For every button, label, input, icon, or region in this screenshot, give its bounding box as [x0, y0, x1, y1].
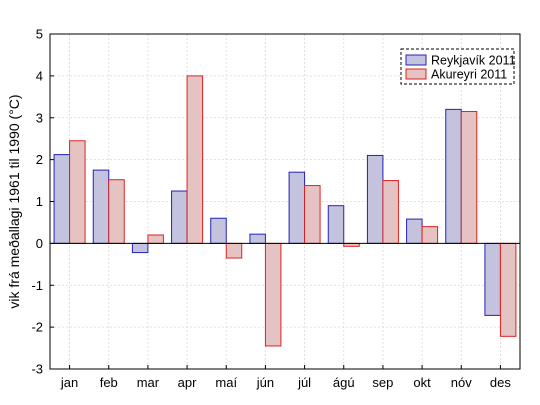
bar-reykjavik-mar [131, 242, 149, 254]
bar-akureyri-apr [186, 75, 204, 244]
bar-reykjavik-feb [92, 169, 110, 244]
bar-akureyri-jún [264, 242, 282, 347]
bar-reykjavik-jún [249, 233, 266, 244]
x-tick-label: júl [297, 375, 311, 390]
x-tick-label: des [490, 375, 511, 390]
x-tick-label: nóv [451, 375, 472, 390]
bar-reykjavik-jan [53, 154, 71, 244]
y-axis-label: vik frá meðallagi 1961 til 1990 (°C) [6, 94, 22, 308]
y-tick-label: 4 [36, 68, 43, 83]
bar-akureyri-jan [69, 140, 86, 244]
x-tick-label: mar [137, 375, 160, 390]
y-tick-label: 3 [36, 110, 43, 125]
x-tick-label: okt [413, 375, 431, 390]
legend-label: Reykjavík 2011 [431, 54, 516, 68]
legend-swatch [405, 54, 427, 66]
bar-akureyri-feb [108, 179, 125, 244]
bar-reykjavik-okt [406, 218, 423, 244]
x-tick-label: feb [100, 375, 118, 390]
y-tick-label: -3 [31, 362, 43, 377]
bar-akureyri-júl [304, 185, 321, 244]
bar-reykjavik-ágú [327, 205, 345, 244]
y-tick-label: -2 [31, 320, 43, 335]
bar-akureyri-nóv [460, 110, 478, 244]
bar-reykjavik-apr [171, 190, 188, 244]
legend-label: Akureyri 2011 [431, 68, 507, 82]
x-tick-label: apr [178, 375, 197, 390]
bar-akureyri-des [499, 242, 517, 337]
bar-akureyri-maí [225, 242, 243, 259]
y-axis: -3 -2 -1 0 1 2 3 4 5 [31, 27, 54, 377]
bar-reykjavik-nóv [445, 108, 462, 244]
x-tick-label: sep [372, 375, 393, 390]
x-axis: jan feb mar apr maí jún júl ágú sep okt nóv des [60, 365, 511, 390]
bar-reykjavik-sep [366, 154, 384, 244]
y-tick-label: 2 [36, 152, 43, 167]
bar-akureyri-mar [147, 234, 164, 244]
x-tick-label: jún [256, 375, 274, 390]
bars [53, 75, 517, 347]
y-tick-label: 0 [36, 236, 43, 251]
bar-akureyri-sep [382, 180, 399, 244]
x-tick-label: maí [215, 375, 237, 390]
legend-swatch [405, 68, 427, 80]
bar-reykjavik-júl [288, 171, 306, 244]
x-tick-label: jan [60, 375, 78, 390]
x-tick-label: ágú [333, 375, 355, 390]
y-tick-label: 5 [36, 27, 43, 42]
bar-reykjavik-maí [210, 217, 227, 244]
bar-reykjavik-des [484, 242, 501, 316]
y-tick-label: -1 [31, 278, 43, 293]
y-tick-label: 1 [36, 194, 43, 209]
bar-akureyri-okt [421, 226, 439, 244]
